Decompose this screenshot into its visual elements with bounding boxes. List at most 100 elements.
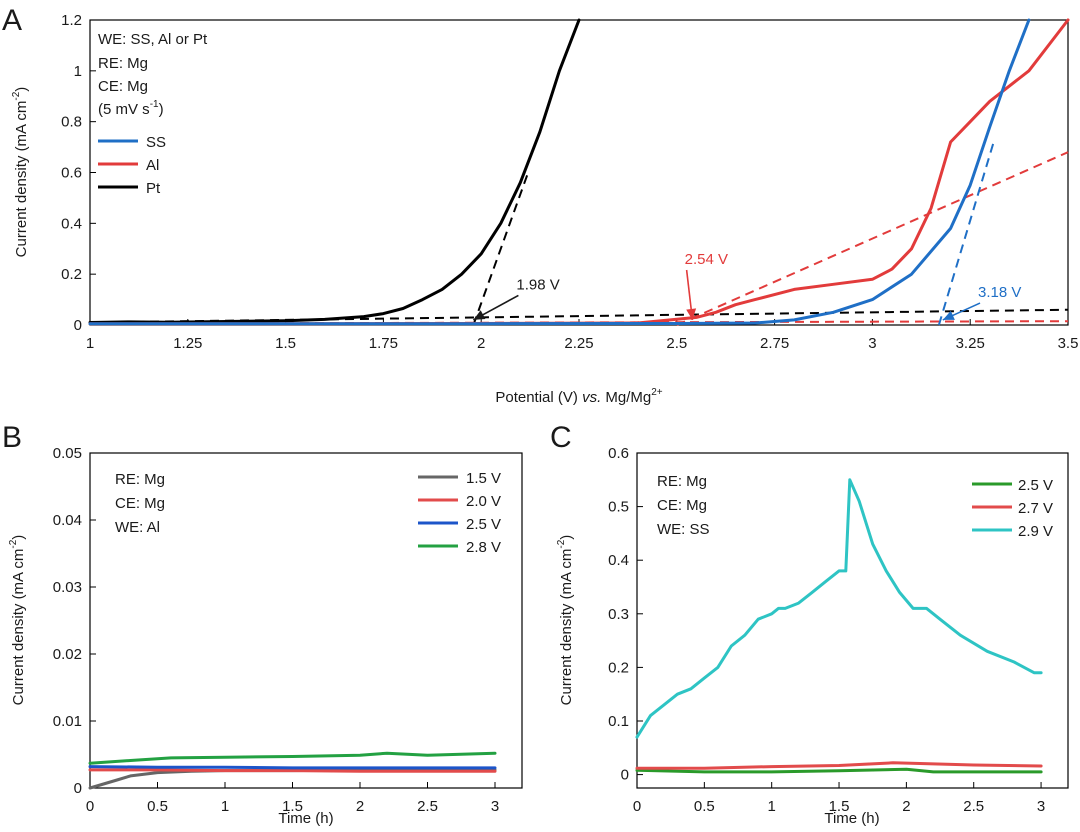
tangent-line bbox=[937, 141, 995, 326]
series-2-9-v bbox=[635, 478, 1043, 739]
y-tick-label: 0.03 bbox=[53, 579, 82, 596]
x-axis-title-b: Time (h) bbox=[278, 810, 333, 827]
plot-frame-a bbox=[89, 19, 1069, 326]
plot-frame-c bbox=[636, 452, 1069, 789]
y-tick-label: 0.3 bbox=[608, 606, 629, 623]
scan-rate-label: (5 mV s-1) bbox=[98, 99, 164, 118]
x-tick-label: 2.5 bbox=[417, 798, 438, 815]
y-tick-label: 0.4 bbox=[61, 215, 82, 232]
plot-frame-b bbox=[89, 452, 523, 789]
x-axis-title-a: Potential (V) vs. Mg/Mg2+ bbox=[495, 387, 662, 406]
panel-a: A 1 1.25 1.5 1.75 2 2.25 2.5 2.75 3 3.25 3.5 0 0.2 0.… bbox=[2, 4, 1078, 406]
annotation-label: 3.18 V bbox=[978, 284, 1021, 301]
legend-label-2-8v: 2.8 V bbox=[466, 539, 501, 556]
info-line: WE: SS, Al or Pt bbox=[98, 31, 208, 48]
y-tick-label: 0.6 bbox=[61, 165, 82, 182]
y-axis-title-a: Current density (mA cm-2) bbox=[11, 87, 30, 258]
y-tick-label: 0.02 bbox=[53, 646, 82, 663]
x-tick-label: 0.5 bbox=[694, 798, 715, 815]
y-tick-label: 0 bbox=[621, 767, 629, 784]
y-tick-label: 0.2 bbox=[608, 659, 629, 676]
x-tick-label: 2.5 bbox=[666, 335, 687, 352]
y-tick-label: 1.2 bbox=[61, 12, 82, 29]
x-tick-label: 3 bbox=[1037, 798, 1045, 815]
legend-label-c-2-9v: 2.9 V bbox=[1018, 523, 1053, 540]
series-2-5-v bbox=[88, 765, 497, 770]
x-tick-label: 1 bbox=[86, 335, 94, 352]
x-tick-label: 1.5 bbox=[829, 798, 850, 815]
info-line: CE: Mg bbox=[657, 497, 707, 514]
series-al bbox=[88, 18, 1070, 326]
x-tick-label: 2.75 bbox=[760, 335, 789, 352]
legend-b: 1.5 V 2.0 V 2.5 V 2.8 V bbox=[418, 470, 501, 556]
info-line: CE: Mg bbox=[115, 495, 165, 512]
legend-label-pt: Pt bbox=[146, 180, 161, 197]
annotation-arrowhead bbox=[942, 310, 955, 320]
annotation-label: 2.54 V bbox=[685, 251, 728, 268]
legend-label-al: Al bbox=[146, 157, 159, 174]
y-tick-label: 0.2 bbox=[61, 266, 82, 283]
x-tick-label: 2 bbox=[356, 798, 364, 815]
x-tick-label: 3 bbox=[868, 335, 876, 352]
info-box-b: RE: Mg CE: Mg WE: Al bbox=[115, 471, 165, 536]
info-line: RE: Mg bbox=[98, 55, 148, 72]
panel-label-a: A bbox=[2, 4, 22, 37]
y-tick-label: 0.04 bbox=[53, 512, 82, 529]
info-line: CE: Mg bbox=[98, 78, 148, 95]
x-tick-label: 3.25 bbox=[956, 335, 985, 352]
tangent-line bbox=[472, 172, 530, 326]
series-pt bbox=[88, 18, 581, 324]
y-tick-label: 0.05 bbox=[53, 445, 82, 462]
series-2-8-v bbox=[88, 751, 497, 765]
x-tick-label: 2.5 bbox=[963, 798, 984, 815]
panel-c: C 0 0.5 1 1.5 2 2.5 3 0 0.1 0.2 0.3 0.4 0.5 0.6 Time … bbox=[550, 421, 1069, 827]
y-tick-label: 0.1 bbox=[608, 713, 629, 730]
y-tick-label: 0 bbox=[74, 317, 82, 334]
legend-label-2-0v: 2.0 V bbox=[466, 493, 501, 510]
info-line: RE: Mg bbox=[115, 471, 165, 488]
y-tick-label: 0.6 bbox=[608, 445, 629, 462]
x-tick-label: 1 bbox=[768, 798, 776, 815]
info-line: RE: Mg bbox=[657, 473, 707, 490]
x-tick-label: 0 bbox=[633, 798, 641, 815]
x-tick-label: 3.5 bbox=[1058, 335, 1079, 352]
y-axis-title-b: Current density (mA cm-2) bbox=[8, 535, 27, 706]
y-tick-label: 0.4 bbox=[608, 552, 629, 569]
legend-label-c-2-7v: 2.7 V bbox=[1018, 500, 1053, 517]
y-tick-label: 1 bbox=[74, 63, 82, 80]
series-2-5-v bbox=[635, 767, 1043, 774]
x-tick-label: 1.5 bbox=[282, 798, 303, 815]
panel-label-b: B bbox=[2, 421, 22, 454]
info-box-a: WE: SS, Al or Pt RE: Mg CE: Mg (5 mV s-1… bbox=[98, 31, 208, 118]
y-tick-label: 0.01 bbox=[53, 713, 82, 730]
legend-a: SS Al Pt bbox=[98, 134, 166, 197]
info-line: WE: SS bbox=[657, 521, 710, 538]
x-tick-label: 1.75 bbox=[369, 335, 398, 352]
series-2-0-v bbox=[88, 768, 497, 773]
info-line: WE: Al bbox=[115, 519, 160, 536]
series-2-7-v bbox=[635, 761, 1043, 770]
panel-b: B 0 0.5 1 1.5 2 2.5 3 0 0.01 0.02 0.03 0.04 0.05 Tim… bbox=[2, 421, 523, 827]
x-tick-label: 0 bbox=[86, 798, 94, 815]
legend-label-2-5v: 2.5 V bbox=[466, 516, 501, 533]
x-tick-label: 1 bbox=[221, 798, 229, 815]
y-tick-label: 0.8 bbox=[61, 114, 82, 131]
tangent-line bbox=[89, 320, 1069, 325]
y-tick-label: 0.5 bbox=[608, 499, 629, 516]
x-tick-label: 2.25 bbox=[564, 335, 593, 352]
y-axis-title-c: Current density (mA cm-2) bbox=[556, 535, 575, 706]
x-tick-label: 0.5 bbox=[147, 798, 168, 815]
x-tick-label: 1.5 bbox=[275, 335, 296, 352]
x-tick-label: 1.25 bbox=[173, 335, 202, 352]
annotation-arrowhead bbox=[473, 310, 486, 320]
legend-label-c-2-5v: 2.5 V bbox=[1018, 477, 1053, 494]
tangent-line bbox=[676, 151, 1069, 326]
legend-label-1-5v: 1.5 V bbox=[466, 470, 501, 487]
y-tick-label: 0 bbox=[74, 780, 82, 797]
info-box-c: RE: Mg CE: Mg WE: SS bbox=[657, 473, 710, 538]
legend-label-ss: SS bbox=[146, 134, 166, 151]
tangent-line bbox=[89, 308, 1069, 324]
x-tick-label: 3 bbox=[491, 798, 499, 815]
x-axis-title-c: Time (h) bbox=[824, 810, 879, 827]
